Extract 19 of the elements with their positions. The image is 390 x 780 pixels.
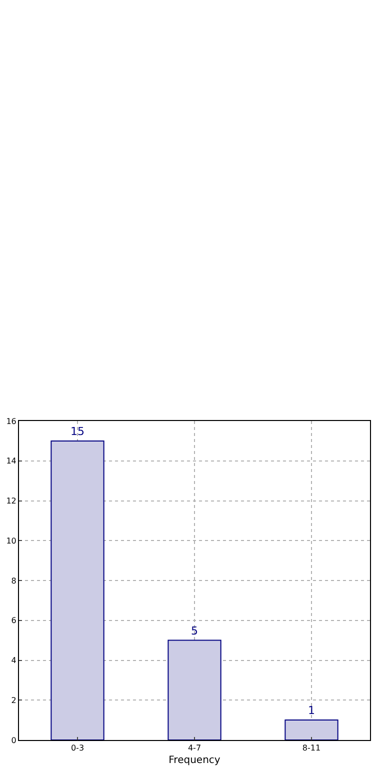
x-tick-label: 8-11 <box>302 744 321 753</box>
y-tick-label: 8 <box>11 576 16 586</box>
y-tick-label: 16 <box>6 416 16 426</box>
y-tick-label: 0 <box>11 736 16 745</box>
y-tick-label: 4 <box>11 656 16 666</box>
y-tick-label: 10 <box>6 536 16 546</box>
y-tick-label: 12 <box>6 496 16 506</box>
data-label: 15 <box>70 424 84 438</box>
bar <box>284 720 338 740</box>
x-tick-label: 4-7 <box>188 744 202 753</box>
y-tick-label: 6 <box>11 616 16 626</box>
bar <box>168 640 222 740</box>
x-axis-title: Frequency <box>168 755 220 766</box>
data-label: 5 <box>191 624 198 638</box>
x-tick-label: 0-3 <box>70 744 84 753</box>
bar <box>50 440 104 740</box>
y-tick-label: 2 <box>11 696 16 705</box>
data-label: 1 <box>308 704 315 718</box>
y-tick-label: 14 <box>6 456 16 466</box>
